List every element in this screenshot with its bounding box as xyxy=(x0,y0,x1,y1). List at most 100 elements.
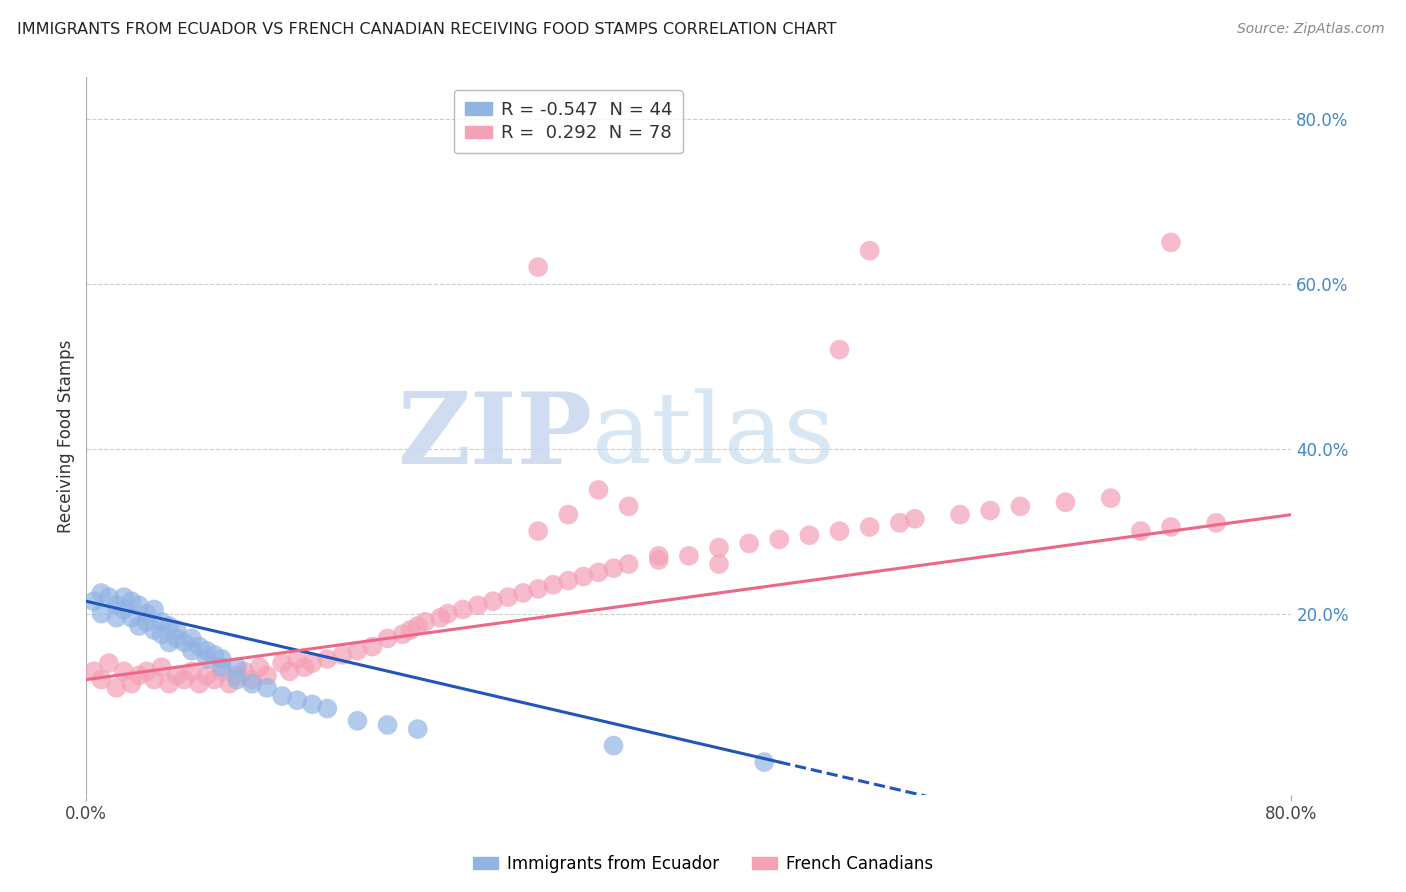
Text: Source: ZipAtlas.com: Source: ZipAtlas.com xyxy=(1237,22,1385,37)
Point xyxy=(543,578,565,592)
Point xyxy=(157,619,180,633)
Point xyxy=(240,676,263,690)
Point xyxy=(904,512,927,526)
Point xyxy=(979,503,1001,517)
Point xyxy=(112,590,135,604)
Point xyxy=(527,260,550,275)
Point xyxy=(150,627,173,641)
Point xyxy=(188,676,211,690)
Point xyxy=(557,508,579,522)
Point xyxy=(97,590,120,604)
Point xyxy=(240,673,263,687)
Point xyxy=(332,648,354,662)
Point xyxy=(128,599,150,613)
Point xyxy=(249,660,271,674)
Point xyxy=(97,656,120,670)
Point xyxy=(83,594,105,608)
Point xyxy=(105,681,128,695)
Point xyxy=(346,714,368,728)
Point xyxy=(211,665,233,679)
Point xyxy=(188,640,211,654)
Point xyxy=(399,623,422,637)
Point xyxy=(437,607,460,621)
Point xyxy=(377,718,399,732)
Point xyxy=(105,611,128,625)
Point xyxy=(512,586,534,600)
Point xyxy=(135,615,157,629)
Point xyxy=(889,516,911,530)
Text: atlas: atlas xyxy=(592,388,835,484)
Point xyxy=(316,652,339,666)
Point xyxy=(413,615,436,629)
Point xyxy=(173,635,195,649)
Point xyxy=(150,615,173,629)
Point xyxy=(429,611,451,625)
Point xyxy=(271,689,294,703)
Point xyxy=(949,508,972,522)
Point xyxy=(1129,524,1152,538)
Point xyxy=(173,673,195,687)
Point xyxy=(112,602,135,616)
Point xyxy=(301,698,323,712)
Point xyxy=(406,619,429,633)
Point xyxy=(768,533,790,547)
Point xyxy=(1010,500,1032,514)
Point xyxy=(233,665,256,679)
Point xyxy=(588,483,610,497)
Point xyxy=(121,676,143,690)
Point xyxy=(271,656,294,670)
Point xyxy=(346,643,368,657)
Point xyxy=(83,665,105,679)
Point xyxy=(482,594,505,608)
Point xyxy=(285,652,308,666)
Point xyxy=(157,635,180,649)
Point xyxy=(799,528,821,542)
Point xyxy=(112,665,135,679)
Text: ZIP: ZIP xyxy=(398,388,592,484)
Point xyxy=(1205,516,1227,530)
Point xyxy=(316,701,339,715)
Point xyxy=(828,343,851,357)
Point xyxy=(1054,495,1077,509)
Point xyxy=(180,665,202,679)
Point xyxy=(157,676,180,690)
Point xyxy=(226,668,249,682)
Point xyxy=(135,665,157,679)
Point xyxy=(143,623,166,637)
Point xyxy=(496,590,519,604)
Point xyxy=(859,520,882,534)
Point xyxy=(301,656,323,670)
Point xyxy=(391,627,413,641)
Point xyxy=(226,673,249,687)
Point xyxy=(588,566,610,580)
Point xyxy=(602,561,624,575)
Point xyxy=(754,755,776,769)
Point xyxy=(128,619,150,633)
Point xyxy=(166,623,188,637)
Point xyxy=(195,668,218,682)
Point xyxy=(195,643,218,657)
Point xyxy=(195,652,218,666)
Point xyxy=(648,553,671,567)
Point xyxy=(707,557,730,571)
Point xyxy=(150,660,173,674)
Point xyxy=(557,574,579,588)
Point xyxy=(202,648,225,662)
Point xyxy=(90,607,112,621)
Point xyxy=(143,602,166,616)
Point xyxy=(859,244,882,258)
Point xyxy=(202,673,225,687)
Point xyxy=(406,722,429,736)
Point xyxy=(828,524,851,538)
Point xyxy=(135,607,157,621)
Point xyxy=(90,673,112,687)
Point xyxy=(166,668,188,682)
Point xyxy=(211,652,233,666)
Point xyxy=(377,632,399,646)
Point xyxy=(166,632,188,646)
Text: IMMIGRANTS FROM ECUADOR VS FRENCH CANADIAN RECEIVING FOOD STAMPS CORRELATION CHA: IMMIGRANTS FROM ECUADOR VS FRENCH CANADI… xyxy=(17,22,837,37)
Point xyxy=(105,599,128,613)
Point xyxy=(128,668,150,682)
Point xyxy=(218,676,240,690)
Point xyxy=(648,549,671,563)
